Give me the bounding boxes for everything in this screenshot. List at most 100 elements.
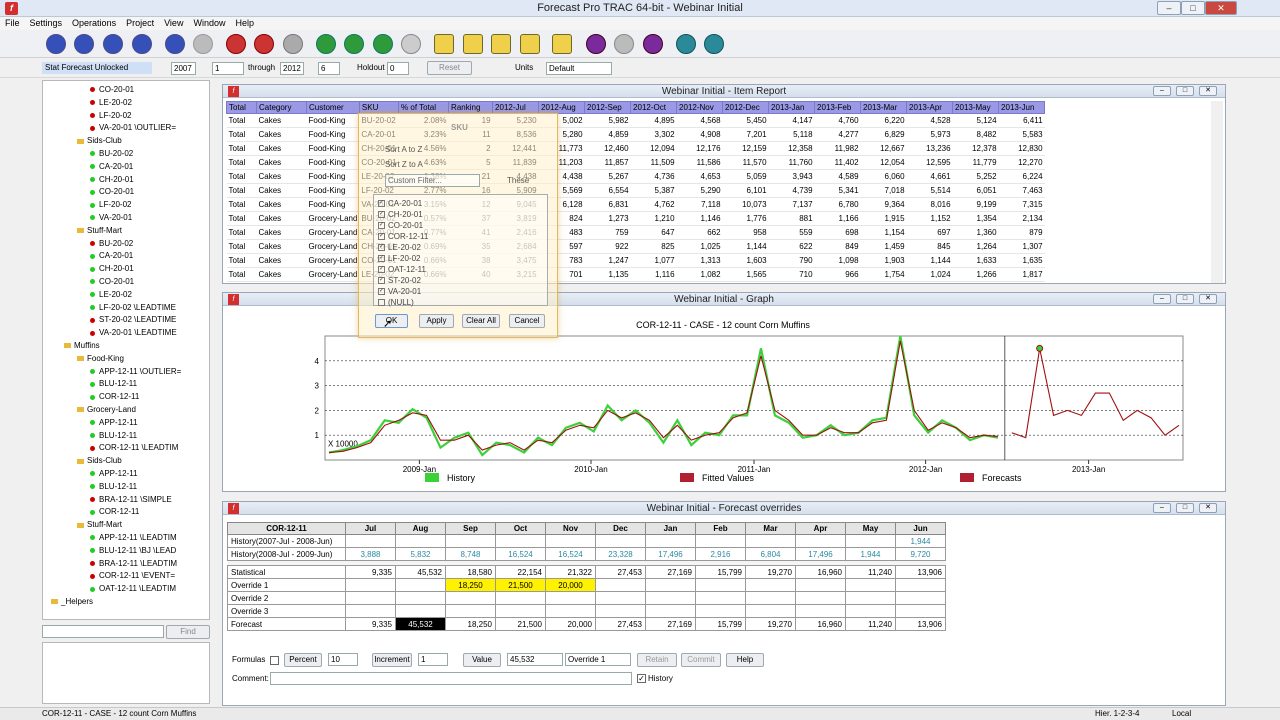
override-cell[interactable] — [395, 534, 446, 548]
override-cell[interactable]: 21,322 — [545, 565, 596, 579]
report-column-header[interactable]: Customer — [306, 101, 360, 114]
report-row[interactable]: TotalCakesFood-KingCA-20-013.23%118,5365… — [226, 127, 1045, 142]
override-cell[interactable]: 2,916 — [695, 547, 746, 561]
override-cell[interactable]: 15,799 — [695, 617, 746, 631]
override-cell[interactable]: 16,524 — [545, 547, 596, 561]
override-cell[interactable] — [495, 604, 546, 618]
help-button[interactable]: Help — [726, 653, 764, 667]
override-cell[interactable] — [345, 534, 396, 548]
override-cell[interactable] — [345, 591, 396, 605]
override-cell[interactable]: 11,240 — [845, 617, 896, 631]
units-select[interactable]: Default — [546, 62, 612, 75]
override-cell[interactable]: 18,250 — [445, 578, 496, 592]
report-row[interactable]: TotalCakesFood-KingLF-20-022.77%165,9095… — [226, 183, 1045, 198]
filter-option[interactable]: ✓ VA-20-01 — [378, 286, 421, 297]
tree-item[interactable]: APP-12-11 \OUTLIER= — [90, 366, 181, 377]
filter-apply-button[interactable]: Apply — [419, 314, 454, 328]
override-cell[interactable]: 1,944 — [895, 534, 946, 548]
tree-item[interactable]: Stuff-Mart — [77, 225, 122, 236]
override-cell[interactable] — [395, 591, 446, 605]
menu-operations[interactable]: Operations — [72, 18, 117, 28]
forecast-chart-icon[interactable] — [254, 34, 274, 54]
override-cell[interactable] — [645, 604, 696, 618]
filter-list[interactable]: ✓ CA-20-01 ✓ CH-20-01 ✓ CO-20-01 ✓ COR-12-11 ✓ LE… — [373, 194, 548, 308]
override-cell[interactable]: 45,532 — [395, 565, 446, 579]
override-cell[interactable]: 22,154 — [495, 565, 546, 579]
override-cell[interactable] — [795, 591, 846, 605]
override-cell[interactable]: 27,169 — [645, 565, 696, 579]
find-button[interactable]: Find — [166, 625, 210, 639]
override-cell[interactable]: 27,453 — [595, 617, 646, 631]
override-cell[interactable]: 21,500 — [495, 578, 546, 592]
adjust-icon[interactable] — [520, 34, 540, 54]
override-row[interactable]: Override 3 — [227, 604, 946, 618]
report-column-header[interactable]: 2012-Nov — [676, 101, 724, 114]
history-row[interactable]: History(2008-Jul - 2009-Jun) 3,888 5,832 8,… — [227, 547, 946, 561]
tree-item[interactable]: BRA-12-11 \LEADTIM — [90, 558, 177, 569]
menu-settings[interactable]: Settings — [29, 18, 63, 28]
override-cell[interactable]: 23,328 — [595, 547, 646, 561]
report-scrollbar[interactable] — [1211, 101, 1223, 283]
tree-item[interactable]: Grocery-Land — [77, 404, 136, 415]
override-select[interactable]: Override 1 — [565, 653, 631, 666]
note-icon[interactable] — [434, 34, 454, 54]
override-cell[interactable] — [645, 534, 696, 548]
override-cell[interactable]: 13,906 — [895, 617, 946, 631]
filter-option[interactable]: (NULL) — [378, 297, 414, 308]
report-column-header[interactable]: 2013-Mar — [860, 101, 908, 114]
sort-za-item[interactable]: Sort Z to A — [385, 160, 423, 169]
override-cell[interactable] — [645, 591, 696, 605]
report-column-header[interactable]: Category — [256, 101, 307, 114]
report-column-header[interactable]: 2012-Jul — [492, 101, 540, 114]
override-cell[interactable] — [395, 604, 446, 618]
override-row[interactable]: Override 1 18,250 21,500 20,000 — [227, 578, 946, 592]
history-checkbox[interactable]: ✓ — [637, 674, 646, 683]
report-row[interactable]: TotalCakesGrocery-LandCO-20-010.66%383,4… — [226, 253, 1045, 268]
gear-icon[interactable] — [401, 34, 421, 54]
override-cell[interactable] — [845, 534, 896, 548]
start-period[interactable]: 1 — [212, 62, 244, 75]
find-input[interactable] — [42, 625, 164, 638]
override-cell[interactable] — [845, 578, 896, 592]
filter-option[interactable]: ✓ CO-20-01 — [378, 220, 423, 231]
report-column-header[interactable]: 2013-Jan — [768, 101, 816, 114]
report-column-header[interactable]: % of Total — [398, 101, 450, 114]
percent-button[interactable]: Percent — [284, 653, 322, 667]
maximize-button[interactable]: □ — [1181, 1, 1205, 15]
report-column-header[interactable]: 2013-Apr — [906, 101, 954, 114]
tree-item[interactable]: VA-20-01 \OUTLIER= — [90, 122, 176, 133]
override-cell[interactable]: 17,496 — [795, 547, 846, 561]
tree-item[interactable]: COR-12-11 \EVENT= — [90, 570, 175, 581]
override-cell[interactable]: 45,532 — [395, 617, 446, 631]
override-cell[interactable] — [545, 534, 596, 548]
override-cell[interactable]: 19,270 — [745, 565, 796, 579]
menu-view[interactable]: View — [164, 18, 184, 28]
save-project-icon[interactable] — [103, 34, 123, 54]
paste-icon[interactable] — [193, 34, 213, 54]
override-cell[interactable]: 27,453 — [595, 565, 646, 579]
report-column-header[interactable]: 2012-Oct — [630, 101, 678, 114]
tree-item[interactable]: LF-20-02 — [90, 110, 131, 121]
history-row[interactable]: History(2007-Jul - 2008-Jun) 1,944 — [227, 534, 946, 548]
tree-item[interactable]: LF-20-02 \LEADTIME — [90, 302, 176, 313]
override-cell[interactable] — [795, 578, 846, 592]
override-cell[interactable]: 20,000 — [545, 617, 596, 631]
tree-item[interactable]: CO-20-01 — [90, 276, 134, 287]
notes-box[interactable] — [42, 642, 210, 704]
report-column-header[interactable]: Ranking — [448, 101, 494, 114]
override-cell[interactable] — [745, 578, 796, 592]
report-column-header[interactable]: 2012-Dec — [722, 101, 770, 114]
override-cell[interactable] — [895, 578, 946, 592]
override-row[interactable]: Override 2 — [227, 591, 946, 605]
override-cell[interactable] — [845, 604, 896, 618]
report-row[interactable]: TotalCakesGrocery-LandCH-20-010.69%352,6… — [226, 239, 1045, 254]
override-cell[interactable] — [345, 604, 396, 618]
filter-option[interactable]: ✓ ST-20-02 — [378, 275, 421, 286]
report-row[interactable]: TotalCakesGrocery-LandLE-20-020.66%403,2… — [226, 267, 1045, 282]
window-tile-icon[interactable] — [614, 34, 634, 54]
override-cell[interactable]: 19,270 — [745, 617, 796, 631]
open-project-icon[interactable] — [74, 34, 94, 54]
overrides-restore-button[interactable]: □ — [1176, 503, 1194, 513]
override-cell[interactable] — [595, 534, 646, 548]
window-cascade-icon[interactable] — [586, 34, 606, 54]
